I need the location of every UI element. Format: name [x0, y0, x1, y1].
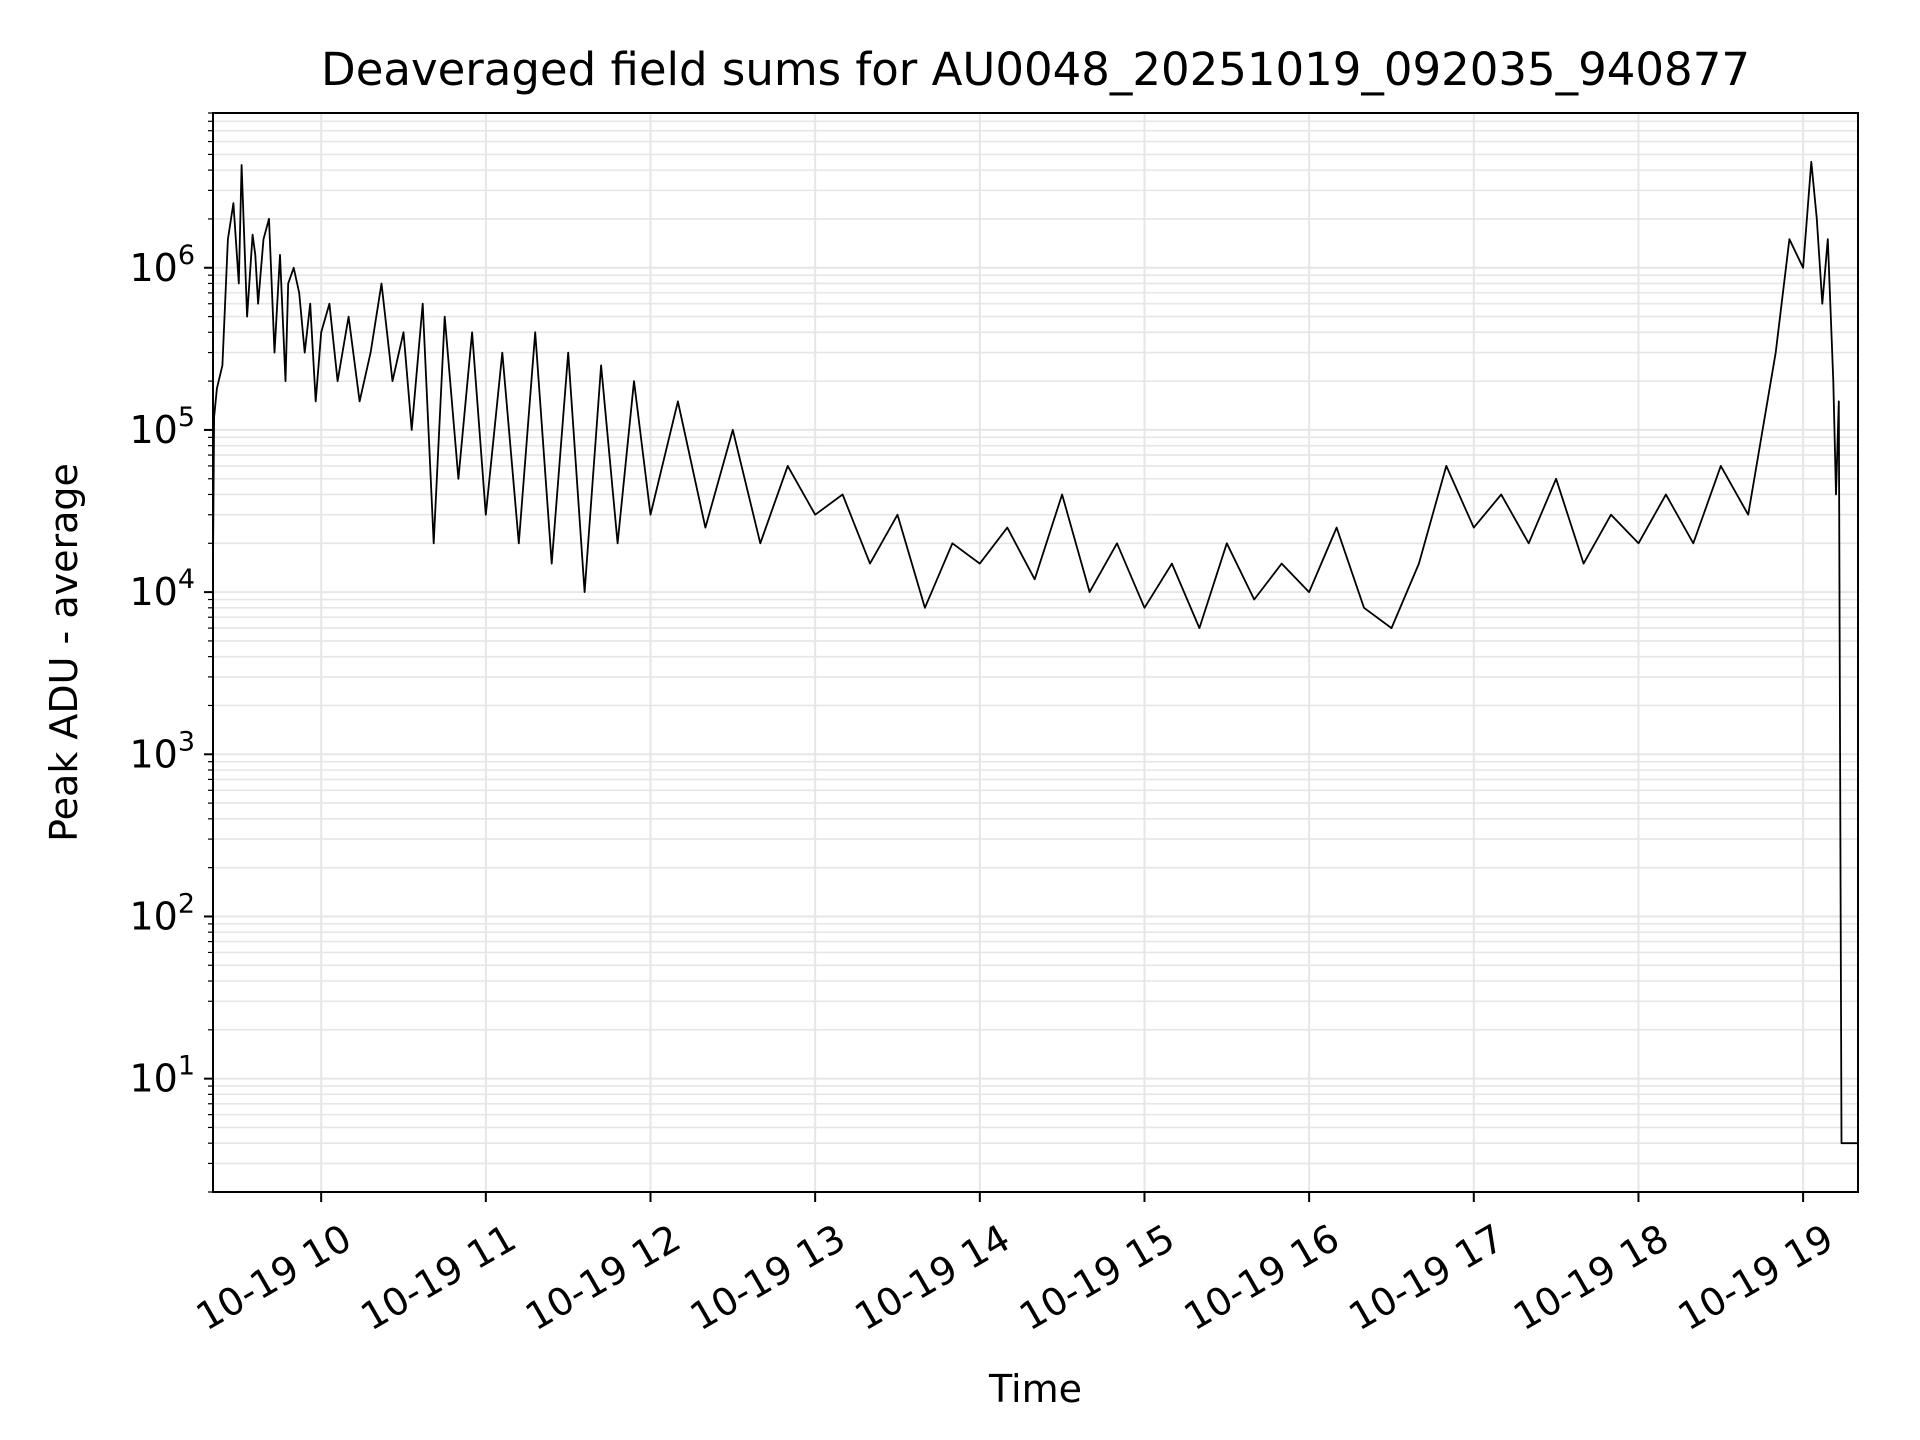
y-tick-label: 103 [129, 726, 195, 776]
grid-lines [213, 112, 1858, 1193]
x-tick-label: 10-19 10 [189, 1216, 359, 1340]
y-tick-exponent: 2 [178, 888, 195, 919]
series-group [212, 160, 1859, 1145]
x-tick-label: 10-19 12 [518, 1216, 688, 1340]
y-tick-base: 10 [129, 732, 177, 776]
y-axis-label: Peak ADU - average [42, 463, 86, 842]
y-tick-exponent: 6 [178, 240, 195, 271]
y-tick-exponent: 1 [178, 1051, 195, 1082]
plot-frame [212, 112, 1859, 1193]
y-tick-base: 10 [129, 570, 177, 614]
y-tick-exponent: 3 [178, 726, 195, 757]
y-tick-base: 10 [129, 408, 177, 452]
y-tick-label: 106 [129, 240, 195, 290]
y-tick-base: 10 [129, 1057, 177, 1101]
x-axis-label: Time [988, 1367, 1082, 1411]
y-tick-label: 102 [129, 888, 195, 938]
x-tick-label: 10-19 16 [1177, 1216, 1347, 1340]
y-tick-exponent: 4 [178, 564, 195, 595]
y-tick-exponent: 5 [178, 402, 195, 433]
x-tick-label: 10-19 18 [1506, 1216, 1676, 1340]
y-tick-base: 10 [129, 246, 177, 290]
x-tick-label: 10-19 17 [1341, 1216, 1511, 1340]
y-tick-base: 10 [129, 894, 177, 938]
y-tick-label: 105 [129, 402, 195, 452]
x-tick-label: 10-19 19 [1671, 1216, 1841, 1340]
series-line [212, 160, 1858, 1145]
y-tick-label: 101 [129, 1051, 195, 1101]
chart-title: Deaveraged field sums for AU0048_2025101… [321, 43, 1750, 96]
x-tick-label: 10-19 11 [353, 1216, 523, 1340]
x-tick-label: 10-19 13 [683, 1216, 853, 1340]
y-tick-label: 104 [129, 564, 195, 614]
x-tick-label: 10-19 14 [847, 1216, 1017, 1340]
x-tick-label: 10-19 15 [1012, 1216, 1182, 1340]
